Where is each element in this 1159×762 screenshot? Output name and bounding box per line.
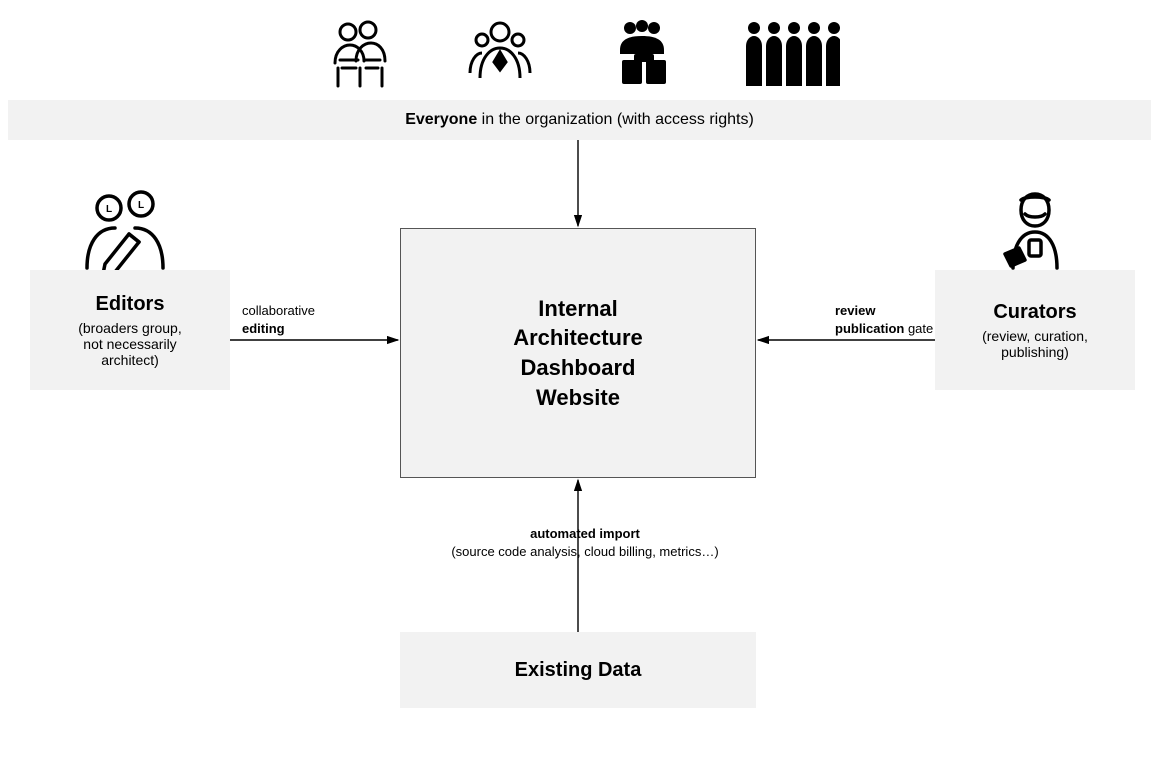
- edge-left-l1: collaborative: [242, 303, 315, 318]
- arrow-bottom: [0, 0, 1159, 762]
- edge-left-l2: editing: [242, 321, 285, 336]
- edge-right-l2b: publication: [835, 321, 904, 336]
- edge-bottom-l1: automated import: [530, 526, 640, 541]
- edge-right-l1: review: [835, 303, 875, 318]
- edge-right-l2a: gate: [904, 321, 933, 336]
- edge-label-bottom: automated import (source code analysis, …: [420, 525, 750, 560]
- edge-bottom-l2: (source code analysis, cloud billing, me…: [451, 544, 718, 559]
- edge-label-right: review publication gate: [835, 302, 933, 337]
- edge-label-left: collaborative editing: [242, 302, 315, 337]
